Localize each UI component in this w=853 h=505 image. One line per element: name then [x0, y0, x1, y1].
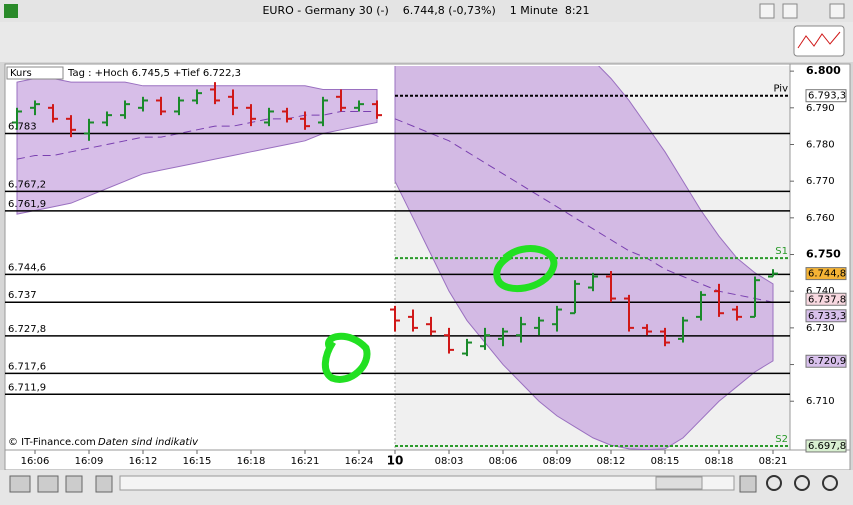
zoom-out-button[interactable]	[794, 475, 810, 491]
data-filter-dropdown[interactable]: Alle Daten	[156, 31, 242, 51]
level-label: 6.783	[8, 121, 37, 132]
chart-header: Kurs	[10, 68, 32, 79]
session-shade	[395, 66, 790, 450]
pivot-label: S2	[775, 434, 788, 445]
price-label-box	[805, 309, 847, 323]
x-tick-label: 16:24	[345, 456, 374, 467]
x-tick-label: 16:21	[291, 456, 320, 467]
annotation-circle	[493, 245, 558, 292]
x-tick-label: 08:06	[489, 456, 518, 467]
copyright: © IT-Finance.com	[8, 437, 96, 448]
mail-button[interactable]	[9, 475, 31, 493]
level-label: 6.761,9	[8, 199, 46, 210]
x-tick-label: 16:15	[183, 456, 212, 467]
y-tick-label: 6.740	[806, 286, 835, 297]
minimize-button[interactable]	[759, 3, 775, 19]
price-label-box	[805, 439, 847, 453]
band-area	[394, 66, 774, 450]
zoom-in-button[interactable]	[822, 475, 838, 491]
x-tick-label: 16:12	[129, 456, 158, 467]
zoom-fit-button[interactable]	[766, 475, 782, 491]
pivot-label: Piv	[773, 84, 788, 95]
x-tick-label: 16:18	[237, 456, 266, 467]
y-tick-label: 6.800	[806, 64, 841, 77]
disclaimer: Daten sind indikativ	[98, 437, 199, 448]
icon	[797, 31, 841, 49]
y-tick-label: 6.790	[806, 103, 835, 114]
x-tick-label: 08:03	[435, 456, 464, 467]
x-tick-label: 08:12	[597, 456, 626, 467]
level-label: 6.767,2	[8, 179, 46, 190]
window-title: EURO - Germany 30 (-) 6.744,8 (-0,73%) 1…	[262, 4, 589, 17]
chart-area	[4, 63, 851, 471]
y-tick-label: 6.750	[806, 248, 841, 261]
print-button[interactable]	[37, 475, 59, 493]
y-tick-label: 6.780	[806, 139, 835, 150]
level-label: 6.711,9	[8, 382, 46, 393]
toolbar	[0, 22, 853, 62]
interval-dropdown[interactable]: 1 Minute	[545, 31, 637, 51]
x-tick-label: 16:06	[21, 456, 50, 467]
price-label: 6.697,8	[808, 441, 846, 452]
x-tick-label: 10	[387, 454, 404, 468]
close-button[interactable]	[829, 3, 845, 19]
pivot-label: S1	[775, 246, 788, 257]
y-tick-label: 6.720	[806, 360, 835, 371]
level-label: 6.717,6	[8, 361, 46, 372]
y-tick-label: 6.730	[806, 323, 835, 334]
moving-average	[16, 110, 377, 160]
app-icon	[4, 4, 18, 18]
price-label-box	[805, 89, 847, 103]
chart-info: Tag : +Hoch 6.745,5 +Tief 6.722,3	[67, 68, 241, 79]
annotation-circle	[321, 332, 371, 383]
x-tick-label: 08:09	[543, 456, 572, 467]
scroll-thumb[interactable]	[655, 476, 703, 490]
x-tick-label: 08:18	[705, 456, 734, 467]
x-tick-label: 08:15	[651, 456, 680, 467]
scrollbar[interactable]	[119, 475, 735, 491]
title-bar	[0, 0, 853, 22]
x-tick-label: 08:21	[759, 456, 788, 467]
band-area	[16, 77, 378, 215]
price-label: 6.744,8	[808, 269, 846, 280]
y-tick-label: 6.760	[806, 213, 835, 224]
price-label-box	[805, 292, 847, 306]
maximize-button[interactable]	[782, 3, 798, 19]
level-label: 6.744,6	[8, 262, 46, 273]
list-button[interactable]	[95, 475, 113, 493]
tool-button[interactable]	[739, 475, 757, 493]
bottom-toolbar	[0, 470, 853, 505]
price-label-box	[805, 354, 847, 368]
level-label: 6.737	[8, 290, 37, 301]
y-tick-label: 6.770	[806, 176, 835, 187]
price-label-box	[805, 267, 847, 281]
moving-average	[394, 118, 774, 303]
x-tick-label: 16:09	[75, 456, 104, 467]
settings-button[interactable]	[65, 475, 83, 493]
header-box	[6, 66, 64, 80]
price-label: 6.793,3	[808, 91, 846, 102]
indicator-button[interactable]	[793, 25, 845, 57]
level-label: 6.727,8	[8, 324, 46, 335]
price-label: 6.733,3	[808, 311, 846, 322]
price-label: 6.720,9	[808, 356, 846, 367]
y-tick-label: 6.710	[806, 396, 835, 407]
price-label: 6.737,8	[808, 294, 846, 305]
